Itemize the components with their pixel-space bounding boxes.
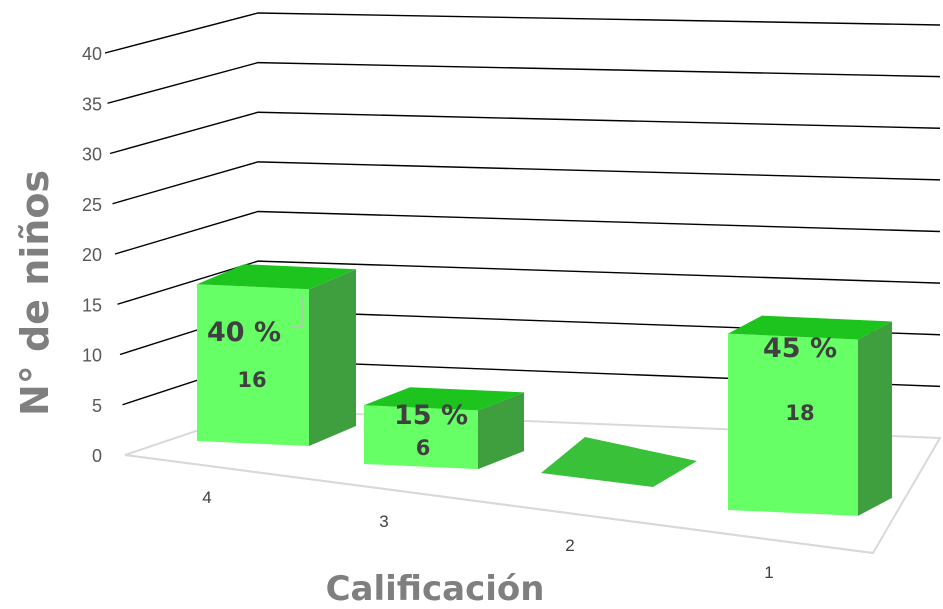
percent-label: 15 % [394,400,468,431]
bar-side-3 [478,392,524,470]
percent-label: 40 % [207,317,281,348]
bar-side-1 [858,321,892,516]
gridline [109,111,941,155]
gridline [104,12,941,54]
bar-top-1 [728,315,892,340]
bars [197,264,892,516]
y-tick-label: 40 [82,44,102,64]
y-tick-label: 35 [82,94,102,114]
gridline [114,210,941,255]
x-axis-categories: 4 3 2 1 [202,488,773,582]
x-axis-line [124,454,874,554]
y-axis-ticks: 0 5 10 15 20 25 30 35 40 [82,44,102,466]
y-tick-label: 25 [82,195,102,215]
value-label: 6 [416,436,431,460]
bar-front-1 [728,333,858,516]
data-labels: 40 % 15 % 45 % 16 6 18 [207,296,837,460]
bar-top-4 [197,264,356,290]
y-axis-title: N° de niños [13,170,57,416]
y-tick-label: 15 [82,295,102,315]
gridline [107,61,941,104]
x-tick-label: 1 [764,563,773,582]
y-tick-label: 0 [92,446,102,466]
x-tick-label: 4 [202,488,211,507]
bar-side-4 [309,269,356,447]
bar-top-3 [364,387,524,411]
y-tick-label: 30 [82,145,102,165]
x-axis-title: Calificación [326,569,545,609]
x-tick-label: 3 [379,512,388,531]
y-tick-label: 20 [82,245,102,265]
gridline [117,260,941,305]
y-tick-label: 10 [82,346,102,366]
value-label: 16 [237,368,266,392]
bar-front-4 [197,284,309,447]
value-label: 18 [785,401,814,425]
x-tick-label: 2 [565,536,574,555]
bar-flat-2 [541,437,697,487]
y-tick-label: 5 [92,396,102,416]
label-leader-line [291,296,304,327]
percent-label: 45 % [763,333,837,364]
bar-front-3 [364,405,478,470]
gridline [112,161,941,205]
gridlines [104,12,942,555]
